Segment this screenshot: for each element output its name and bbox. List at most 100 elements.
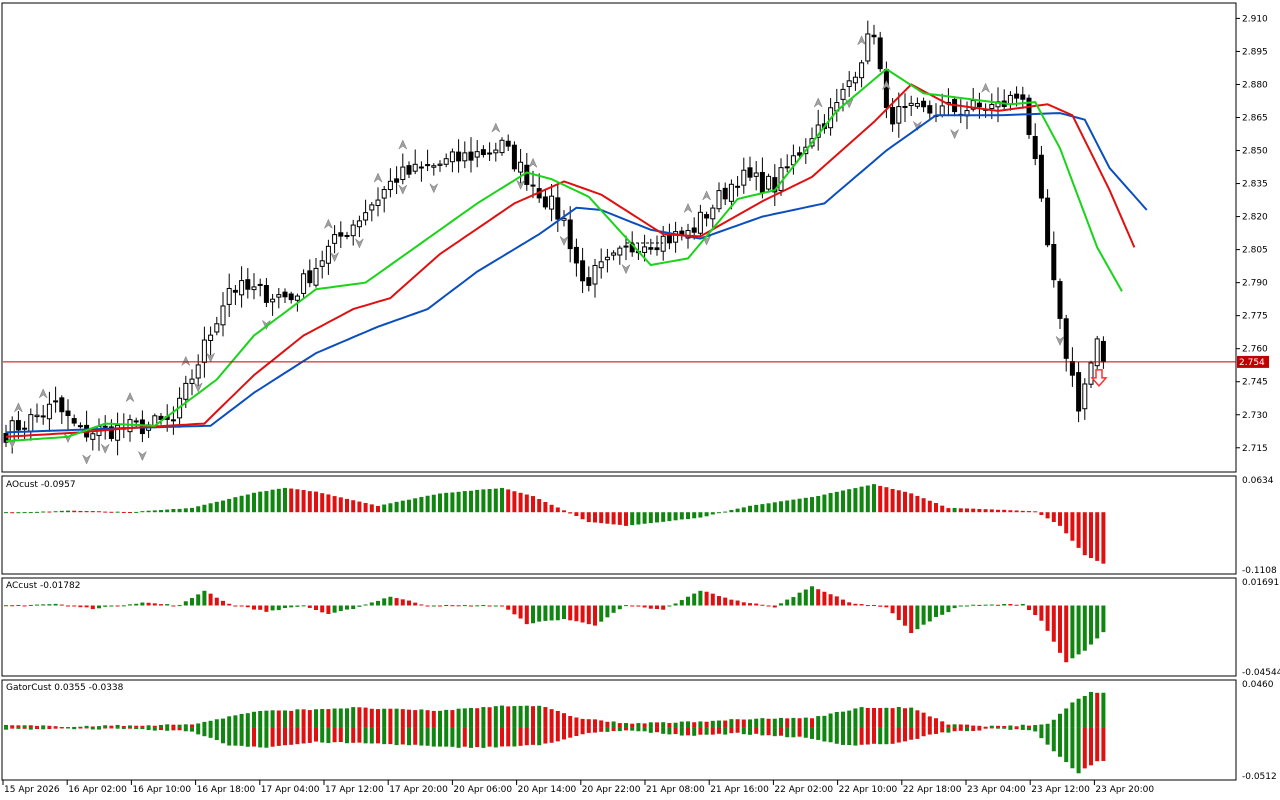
x-tick-label: 20 Apr 06:00	[453, 785, 512, 795]
gator-upper-bar	[270, 710, 275, 728]
aocust-bar	[896, 490, 901, 513]
accust-bar	[425, 605, 430, 607]
gator-lower-bar	[481, 727, 486, 748]
candle-body	[71, 418, 77, 424]
candle-body	[1020, 94, 1026, 100]
accust-bar	[183, 601, 188, 606]
gator-lower-bar	[1039, 727, 1044, 739]
gator-upper-bar	[109, 725, 114, 728]
gator-upper-bar	[797, 718, 802, 728]
gator-upper-bar	[90, 726, 95, 728]
aocust-bar	[357, 501, 362, 513]
gator-lower-bar	[159, 727, 163, 731]
accust-bar	[642, 605, 647, 608]
fractal-down-arrow	[354, 238, 365, 249]
axes: 2.910 2.895 2.880 2.865 2.850 2.835 2.820 2.805…	[2, 14, 1280, 795]
accust-bar	[624, 605, 628, 607]
gator-upper-bar	[549, 709, 554, 728]
candle-body	[40, 415, 46, 418]
candle-body	[611, 252, 617, 256]
candle-body	[883, 68, 889, 109]
panels	[1, 2, 1237, 781]
gator-lower-bar	[202, 727, 207, 737]
aocust-bar	[1002, 509, 1007, 513]
aocust-bar	[989, 509, 994, 513]
gator-lower-bar	[524, 727, 529, 746]
aocust-bar	[152, 510, 157, 513]
candle-body	[598, 261, 604, 269]
accust-bar	[673, 603, 678, 606]
candle-body	[759, 171, 765, 193]
fractal-down-arrow	[912, 120, 923, 132]
accust-bar	[301, 605, 306, 607]
gator-lower-bar	[369, 727, 374, 744]
x-tick-label: 23 Apr 04:00	[967, 785, 1026, 795]
aocust-bar	[611, 512, 616, 525]
gator-lower-bar	[419, 727, 424, 746]
fractal-down-arrow	[559, 235, 569, 246]
gator-upper-bar	[357, 707, 362, 728]
candle-body	[976, 102, 982, 108]
gator-upper-bar	[152, 725, 157, 728]
aocust-bar	[47, 511, 52, 513]
accust-bar	[332, 605, 337, 613]
fractal-up-arrow	[528, 157, 538, 169]
candle-body	[741, 169, 747, 186]
accust-bar	[890, 605, 895, 614]
gator-indicator-plot[interactable]	[4, 691, 1106, 774]
gator-lower-bar	[661, 727, 666, 734]
accust-bar	[121, 605, 126, 607]
gator-lower-bar	[1020, 727, 1025, 730]
candle-body	[1026, 97, 1032, 135]
gator-lower-bar	[754, 727, 759, 734]
gator-upper-bar	[599, 720, 604, 728]
aocust-bar	[524, 494, 529, 513]
accust-bar	[134, 603, 139, 606]
gator-lower-bar	[593, 727, 597, 733]
accust-bar	[326, 605, 331, 614]
accust-bar	[828, 594, 833, 606]
gator-lower-bar	[90, 727, 95, 730]
gator-lower-bar	[989, 727, 994, 729]
ao-indicator-plot[interactable]	[4, 484, 1106, 564]
ac-indicator-plot[interactable]	[4, 586, 1106, 663]
y-tick-label: 2.895	[1242, 47, 1268, 57]
gator-lower-bar	[41, 727, 46, 730]
accust-bar	[84, 605, 89, 608]
aocust-bar	[946, 508, 951, 513]
aocust-bar	[822, 494, 827, 513]
aocust-bar	[741, 507, 746, 513]
aocust-bar	[729, 509, 734, 513]
accust-bar	[1070, 605, 1075, 659]
gator-lower-bar	[16, 727, 21, 729]
aocust-bar	[766, 503, 771, 513]
gator-lower-bar	[270, 727, 275, 747]
gator-upper-bar	[1058, 713, 1062, 728]
candle-body	[927, 105, 933, 114]
gator-lower-bar	[940, 727, 945, 733]
x-tick-label: 21 Apr 08:00	[646, 785, 705, 795]
gator-lower-bar	[580, 727, 585, 735]
aocust-bar	[320, 493, 325, 513]
aocust-bar	[500, 487, 504, 513]
gator-upper-bar	[295, 709, 300, 728]
candle-body	[220, 305, 226, 326]
gator-lower-bar	[927, 727, 932, 735]
gator-lower-bar	[977, 727, 982, 731]
candle-body	[728, 183, 734, 202]
accust-bar	[1020, 603, 1025, 606]
aocust-bar	[977, 508, 982, 513]
accust-bar	[444, 604, 449, 606]
accust-bar	[593, 605, 597, 626]
main-price-plot[interactable]	[3, 20, 1236, 465]
y-tick-label: 2.715	[1242, 444, 1268, 454]
gator-upper-bar	[326, 709, 331, 728]
gator-upper-bar	[444, 709, 449, 728]
gator-lower-bar	[1095, 727, 1100, 762]
candle-body	[1032, 136, 1038, 160]
gator-upper-bar	[407, 709, 411, 728]
gator-lower-bar	[332, 727, 337, 743]
gator-upper-bar	[103, 725, 108, 728]
gator-upper-bar	[903, 708, 907, 728]
aocust-bar	[84, 511, 89, 513]
